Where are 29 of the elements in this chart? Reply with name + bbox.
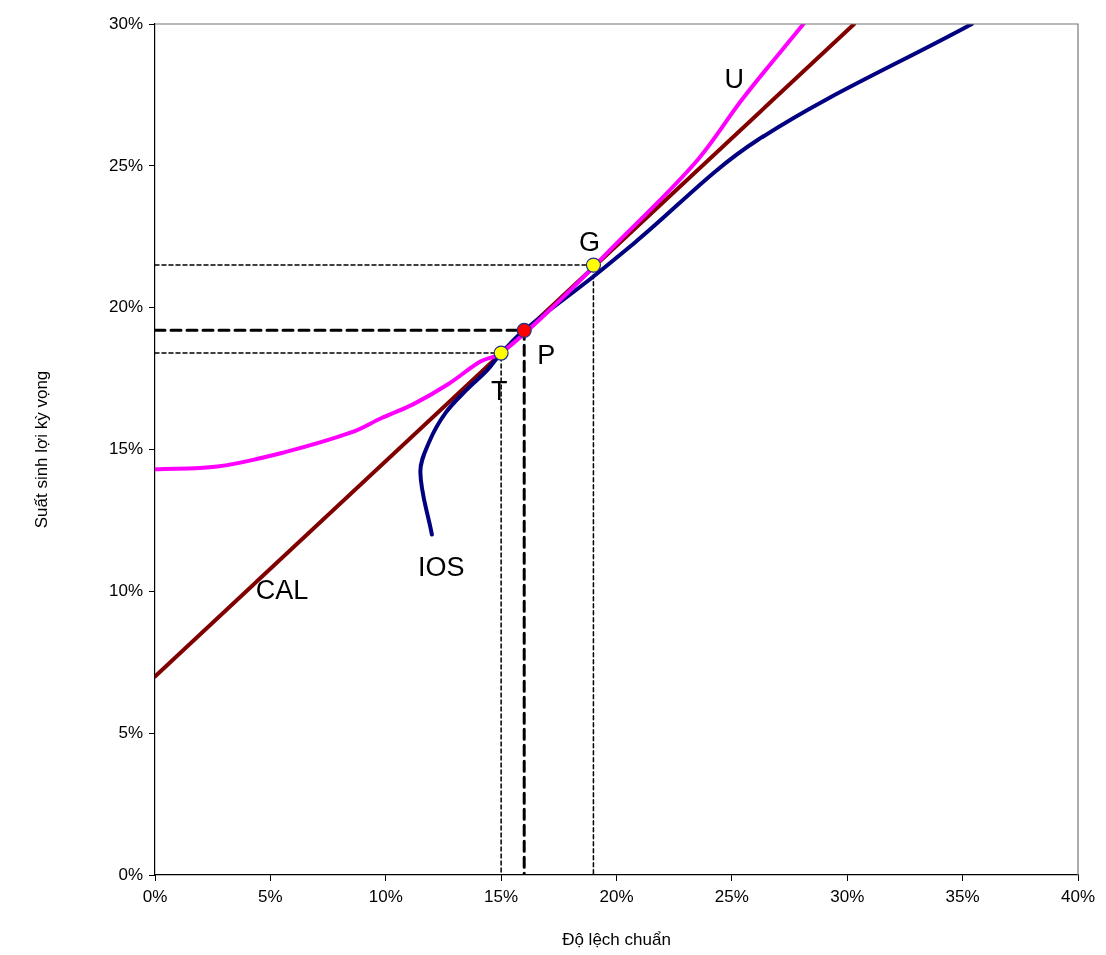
data-label: P: [537, 339, 556, 370]
point: [493, 345, 509, 361]
x-tick-label: 20%: [599, 886, 634, 906]
y-tick-label: 30%: [108, 13, 143, 33]
x-tick-label: 5%: [258, 886, 283, 906]
y-tick-label: 0%: [118, 864, 143, 884]
line-series: [418, 24, 974, 537]
y-tick-label: 20%: [108, 297, 143, 317]
data-label: G: [578, 226, 600, 257]
y-tick-label: 25%: [108, 155, 143, 175]
annotation: CAL: [255, 574, 309, 605]
annotation: IOS: [417, 552, 465, 583]
x-tick-label: 35%: [945, 886, 980, 906]
point: [516, 322, 532, 338]
y-tick-label: 5%: [118, 722, 143, 742]
x-tick-label: 15%: [484, 886, 519, 906]
y-tick-label: 10%: [108, 581, 143, 601]
x-tick-label: 0%: [142, 886, 168, 906]
y-axis-title: Suất sinh lợi kỳ vọng: [31, 370, 51, 529]
x-axis-title: Độ lệch chuẩn: [562, 930, 671, 950]
x-tick-label: 25%: [714, 886, 749, 906]
annotation: U: [724, 64, 744, 95]
data-label: T: [490, 375, 508, 406]
x-tick-label: 40%: [1060, 886, 1096, 906]
x-tick-label: 10%: [368, 886, 403, 906]
point: [585, 257, 602, 273]
line-series: [155, 24, 806, 472]
y-tick-label: 15%: [108, 439, 143, 459]
x-tick-label: 30%: [830, 886, 865, 906]
